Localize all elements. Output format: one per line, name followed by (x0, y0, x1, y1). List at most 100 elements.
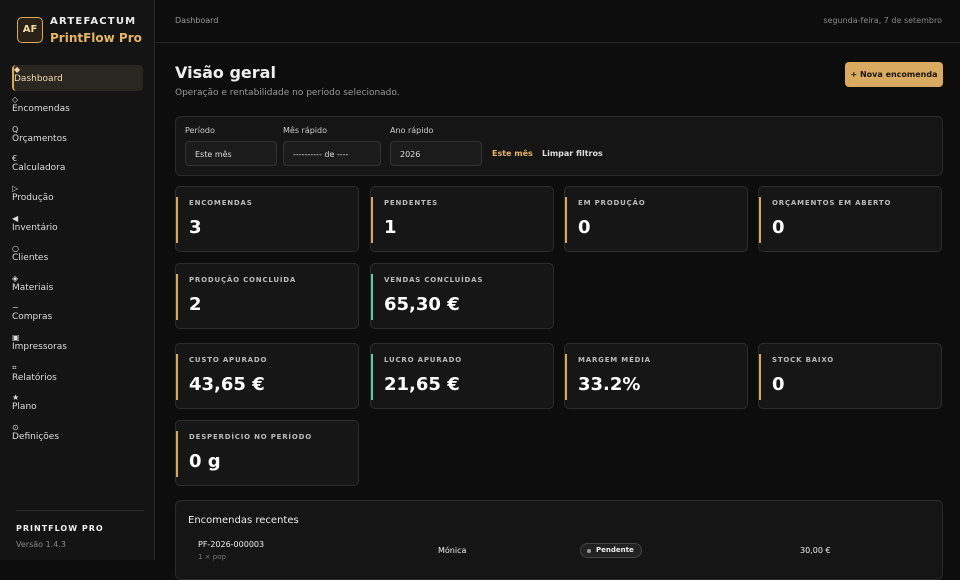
order-code: PF-2026-000003 (198, 540, 265, 549)
stat-value: 0 g (189, 451, 221, 472)
stat-value: 21,65 € (384, 374, 460, 395)
nav-icon: Q (12, 124, 19, 134)
recent-panel (175, 500, 943, 580)
filter-label: Mês rápido (283, 126, 327, 135)
nav-label: Relatórios (12, 373, 57, 383)
stat-value: 2 (189, 294, 202, 315)
accent-bar (371, 197, 373, 243)
stat-label: ORÇAMENTOS EM ABERTO (772, 199, 892, 207)
nav-item[interactable]: ◆ Dashboard (12, 65, 143, 91)
accent-bar (565, 354, 567, 400)
nav-item[interactable]: ◀ Inventário (12, 214, 143, 240)
stat-card: STOCK BAIXO 0 (758, 343, 942, 409)
filter-label: Ano rápido (390, 126, 434, 135)
nav-label: Compras (12, 312, 53, 323)
nav-icon: ⊙ (12, 422, 19, 432)
stat-value: 33.2% (578, 374, 641, 395)
subtitle: Operação e rentabilidade no período sele… (175, 88, 400, 98)
nav-icon: ▣ (12, 333, 20, 343)
stat-label: PENDENTES (384, 199, 439, 207)
nav-item[interactable]: € Calculadora (12, 154, 143, 180)
period-select[interactable]: Este mês (185, 141, 277, 166)
nav-item[interactable]: ▣ Impressoras (12, 333, 143, 359)
stat-value: 0 (772, 374, 785, 395)
stat-value: 65,30 € (384, 294, 460, 315)
nav-icon: ▷ (12, 184, 19, 194)
accent-bar (176, 354, 178, 400)
nav-label: Encomendas (12, 103, 70, 114)
accent-bar (371, 274, 373, 320)
accent-bar (759, 197, 761, 243)
stat-card: LUCRO APURADO 21,65 € (370, 343, 554, 409)
nav-item[interactable]: ◈ Materiais (12, 274, 143, 300)
nav-item[interactable]: ★ Plano (12, 393, 143, 419)
status-badge: Pendente (580, 543, 642, 558)
stat-label: PRODUÇÃO CONCLUÍDA (189, 276, 297, 284)
nav-icon: ★ (12, 392, 20, 402)
new-order-button[interactable]: + Nova encomenda (845, 62, 943, 87)
nav-label: Impressoras (12, 342, 67, 353)
divider (156, 42, 960, 43)
nav-label: Dashboard (14, 74, 63, 84)
stat-label: DESPERDÍCIO NO PERÍODO (189, 433, 312, 441)
nav-label: Clientes (12, 252, 49, 263)
stat-value: 0 (772, 217, 785, 238)
footer-title: PRINTFLOW PRO (16, 524, 104, 533)
nav-item[interactable]: ○ Clientes (12, 244, 143, 270)
nav-icon: ⌗ (12, 363, 17, 372)
stat-label: ENCOMENDAS (189, 199, 253, 207)
stat-label: LUCRO APURADO (384, 356, 463, 364)
stat-card: PENDENTES 1 (370, 186, 554, 252)
nav-item[interactable]: Q Orçamentos (12, 125, 143, 151)
nav-item[interactable]: ~ Compras (12, 303, 143, 329)
accent-bar (565, 197, 567, 243)
recent-title: Encomendas recentes (188, 515, 299, 526)
stat-label: MARGEM MÉDIA (578, 356, 651, 364)
nav-icon: ~ (12, 303, 19, 313)
nav-label: Orçamentos (12, 133, 67, 144)
nav-item[interactable]: ◇ Encomendas (12, 95, 143, 121)
nav-label: Inventário (12, 223, 58, 233)
stat-label: VENDAS CONCLUÍDAS (384, 276, 484, 284)
breadcrumb: Dashboard (175, 16, 219, 25)
nav-label: Materiais (12, 282, 54, 293)
order-total: 30,00 € (800, 546, 831, 555)
nav-label: Definições (12, 431, 60, 442)
year-input[interactable]: 2026 (390, 141, 482, 166)
stat-label: EM PRODUÇÃO (578, 199, 646, 207)
nav-item[interactable]: ⊙ Definições (12, 423, 143, 449)
filter-label: Período (185, 126, 215, 135)
stat-value: 3 (189, 217, 202, 238)
stat-value: 43,65 € (189, 374, 265, 395)
divider (16, 510, 144, 511)
page-title: Visão geral (175, 63, 276, 82)
accent-bar (759, 354, 761, 400)
order-client: Mónica (438, 546, 467, 555)
date: segunda-feira, 7 de setembro (823, 16, 942, 25)
nav-label: Calculadora (12, 163, 66, 174)
nav-item[interactable]: ▷ Produção (12, 184, 143, 210)
nav-icon: ◇ (12, 94, 19, 104)
order-detail: 1 × pop (198, 553, 226, 561)
stat-card: ORÇAMENTOS EM ABERTO 0 (758, 186, 942, 252)
version: Versão 1.4.3 (16, 540, 66, 549)
nav-item[interactable]: ⌗ Relatórios (12, 363, 143, 389)
nav-icon: ◀ (12, 214, 19, 223)
status-dot (587, 549, 591, 553)
accent-bar (176, 431, 178, 477)
stat-card: ENCOMENDAS 3 (175, 186, 359, 252)
sidebar: AF ARTEFACTUM PrintFlow Pro ◆ Dashboard ◇ E… (0, 0, 155, 560)
stat-label: CUSTO APURADO (189, 356, 268, 364)
nav-label: Plano (12, 401, 37, 412)
month-input[interactable]: ---------- de ---- (283, 141, 381, 166)
this-month-link[interactable]: Este mês (492, 149, 533, 158)
stat-card: MARGEM MÉDIA 33.2% (564, 343, 748, 409)
clear-filters[interactable]: Limpar filtros (542, 149, 603, 158)
nav-label: Produção (12, 193, 54, 204)
product: PrintFlow Pro (50, 31, 142, 45)
nav-icon: € (12, 154, 18, 164)
stat-label: STOCK BAIXO (772, 356, 835, 364)
status-text: Pendente (596, 546, 634, 554)
brand: ARTEFACTUM (50, 16, 137, 27)
